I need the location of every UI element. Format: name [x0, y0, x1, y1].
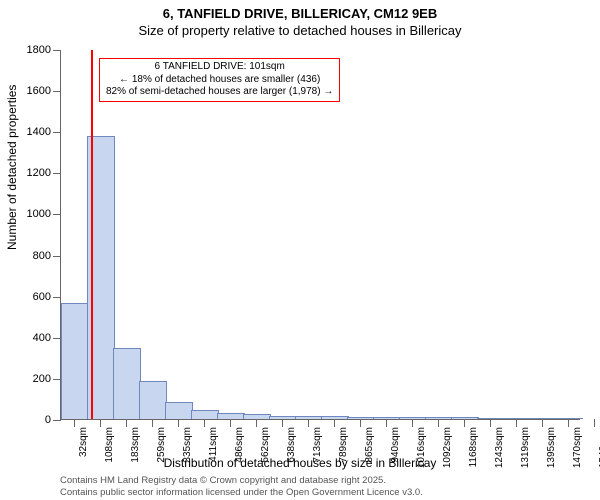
x-tick	[360, 419, 361, 427]
y-tick-label: 1000	[27, 208, 51, 220]
y-tick-label: 1200	[27, 167, 51, 179]
y-tick	[53, 91, 61, 92]
x-tick-label: 183sqm	[130, 427, 141, 463]
x-tick-label: 1470sqm	[572, 427, 583, 468]
x-tick	[386, 419, 387, 427]
y-tick	[53, 132, 61, 133]
footer-line-1: Contains HM Land Registry data © Crown c…	[60, 475, 423, 486]
x-tick-label: 1168sqm	[468, 427, 479, 467]
annotation-box: 6 TANFIELD DRIVE: 101sqm← 18% of detache…	[99, 58, 340, 102]
footer-line-2: Contains public sector information licen…	[60, 487, 423, 498]
x-tick-label: 32sqm	[78, 427, 89, 457]
y-axis-title: Number of detached properties	[5, 85, 19, 250]
annotation-line: 82% of semi-detached houses are larger (…	[106, 86, 333, 99]
y-tick-label: 600	[33, 291, 51, 303]
y-tick	[53, 50, 61, 51]
y-tick	[53, 214, 61, 215]
x-tick	[568, 419, 569, 427]
x-tick-label: 108sqm	[104, 427, 115, 463]
chart-subtitle: Size of property relative to detached ho…	[0, 23, 600, 40]
histogram-bar	[113, 348, 140, 419]
x-tick	[152, 419, 153, 427]
histogram-chart: 02004006008001000120014001600180032sqm10…	[60, 50, 580, 420]
y-tick-label: 200	[33, 373, 51, 385]
y-tick-label: 1400	[27, 126, 51, 138]
x-tick-label: 1319sqm	[520, 427, 531, 468]
x-tick	[178, 419, 179, 427]
y-tick	[53, 379, 61, 380]
y-tick	[53, 256, 61, 257]
y-tick-label: 0	[45, 414, 51, 426]
x-tick	[542, 419, 543, 427]
x-tick	[308, 419, 309, 427]
histogram-bar	[61, 303, 88, 419]
annotation-line: ← 18% of detached houses are smaller (43…	[106, 74, 333, 87]
x-tick	[282, 419, 283, 427]
x-tick	[464, 419, 465, 427]
histogram-bar	[139, 381, 166, 419]
x-tick	[74, 419, 75, 427]
x-tick	[438, 419, 439, 427]
y-tick-label: 1800	[27, 44, 51, 56]
histogram-bar	[165, 402, 192, 419]
x-tick-label: 1092sqm	[442, 427, 453, 468]
y-tick	[53, 338, 61, 339]
x-tick	[334, 419, 335, 427]
x-tick	[594, 419, 595, 427]
x-tick	[126, 419, 127, 427]
footer-attribution: Contains HM Land Registry data © Crown c…	[60, 475, 423, 498]
chart-title: 6, TANFIELD DRIVE, BILLERICAY, CM12 9EB	[0, 0, 600, 23]
x-tick	[490, 419, 491, 427]
y-tick	[53, 297, 61, 298]
x-tick	[100, 419, 101, 427]
x-tick-label: 1395sqm	[546, 427, 557, 468]
y-tick-label: 800	[33, 250, 51, 262]
x-tick	[204, 419, 205, 427]
x-tick	[412, 419, 413, 427]
x-axis-title: Distribution of detached houses by size …	[164, 456, 437, 470]
y-tick	[53, 173, 61, 174]
y-tick	[53, 420, 61, 421]
property-marker-line	[91, 50, 93, 419]
x-tick-label: 1243sqm	[494, 427, 505, 468]
x-tick	[230, 419, 231, 427]
x-tick	[256, 419, 257, 427]
y-tick-label: 1600	[27, 85, 51, 97]
histogram-bar	[191, 410, 218, 419]
annotation-line: 6 TANFIELD DRIVE: 101sqm	[106, 61, 333, 74]
x-tick	[516, 419, 517, 427]
y-tick-label: 400	[33, 332, 51, 344]
